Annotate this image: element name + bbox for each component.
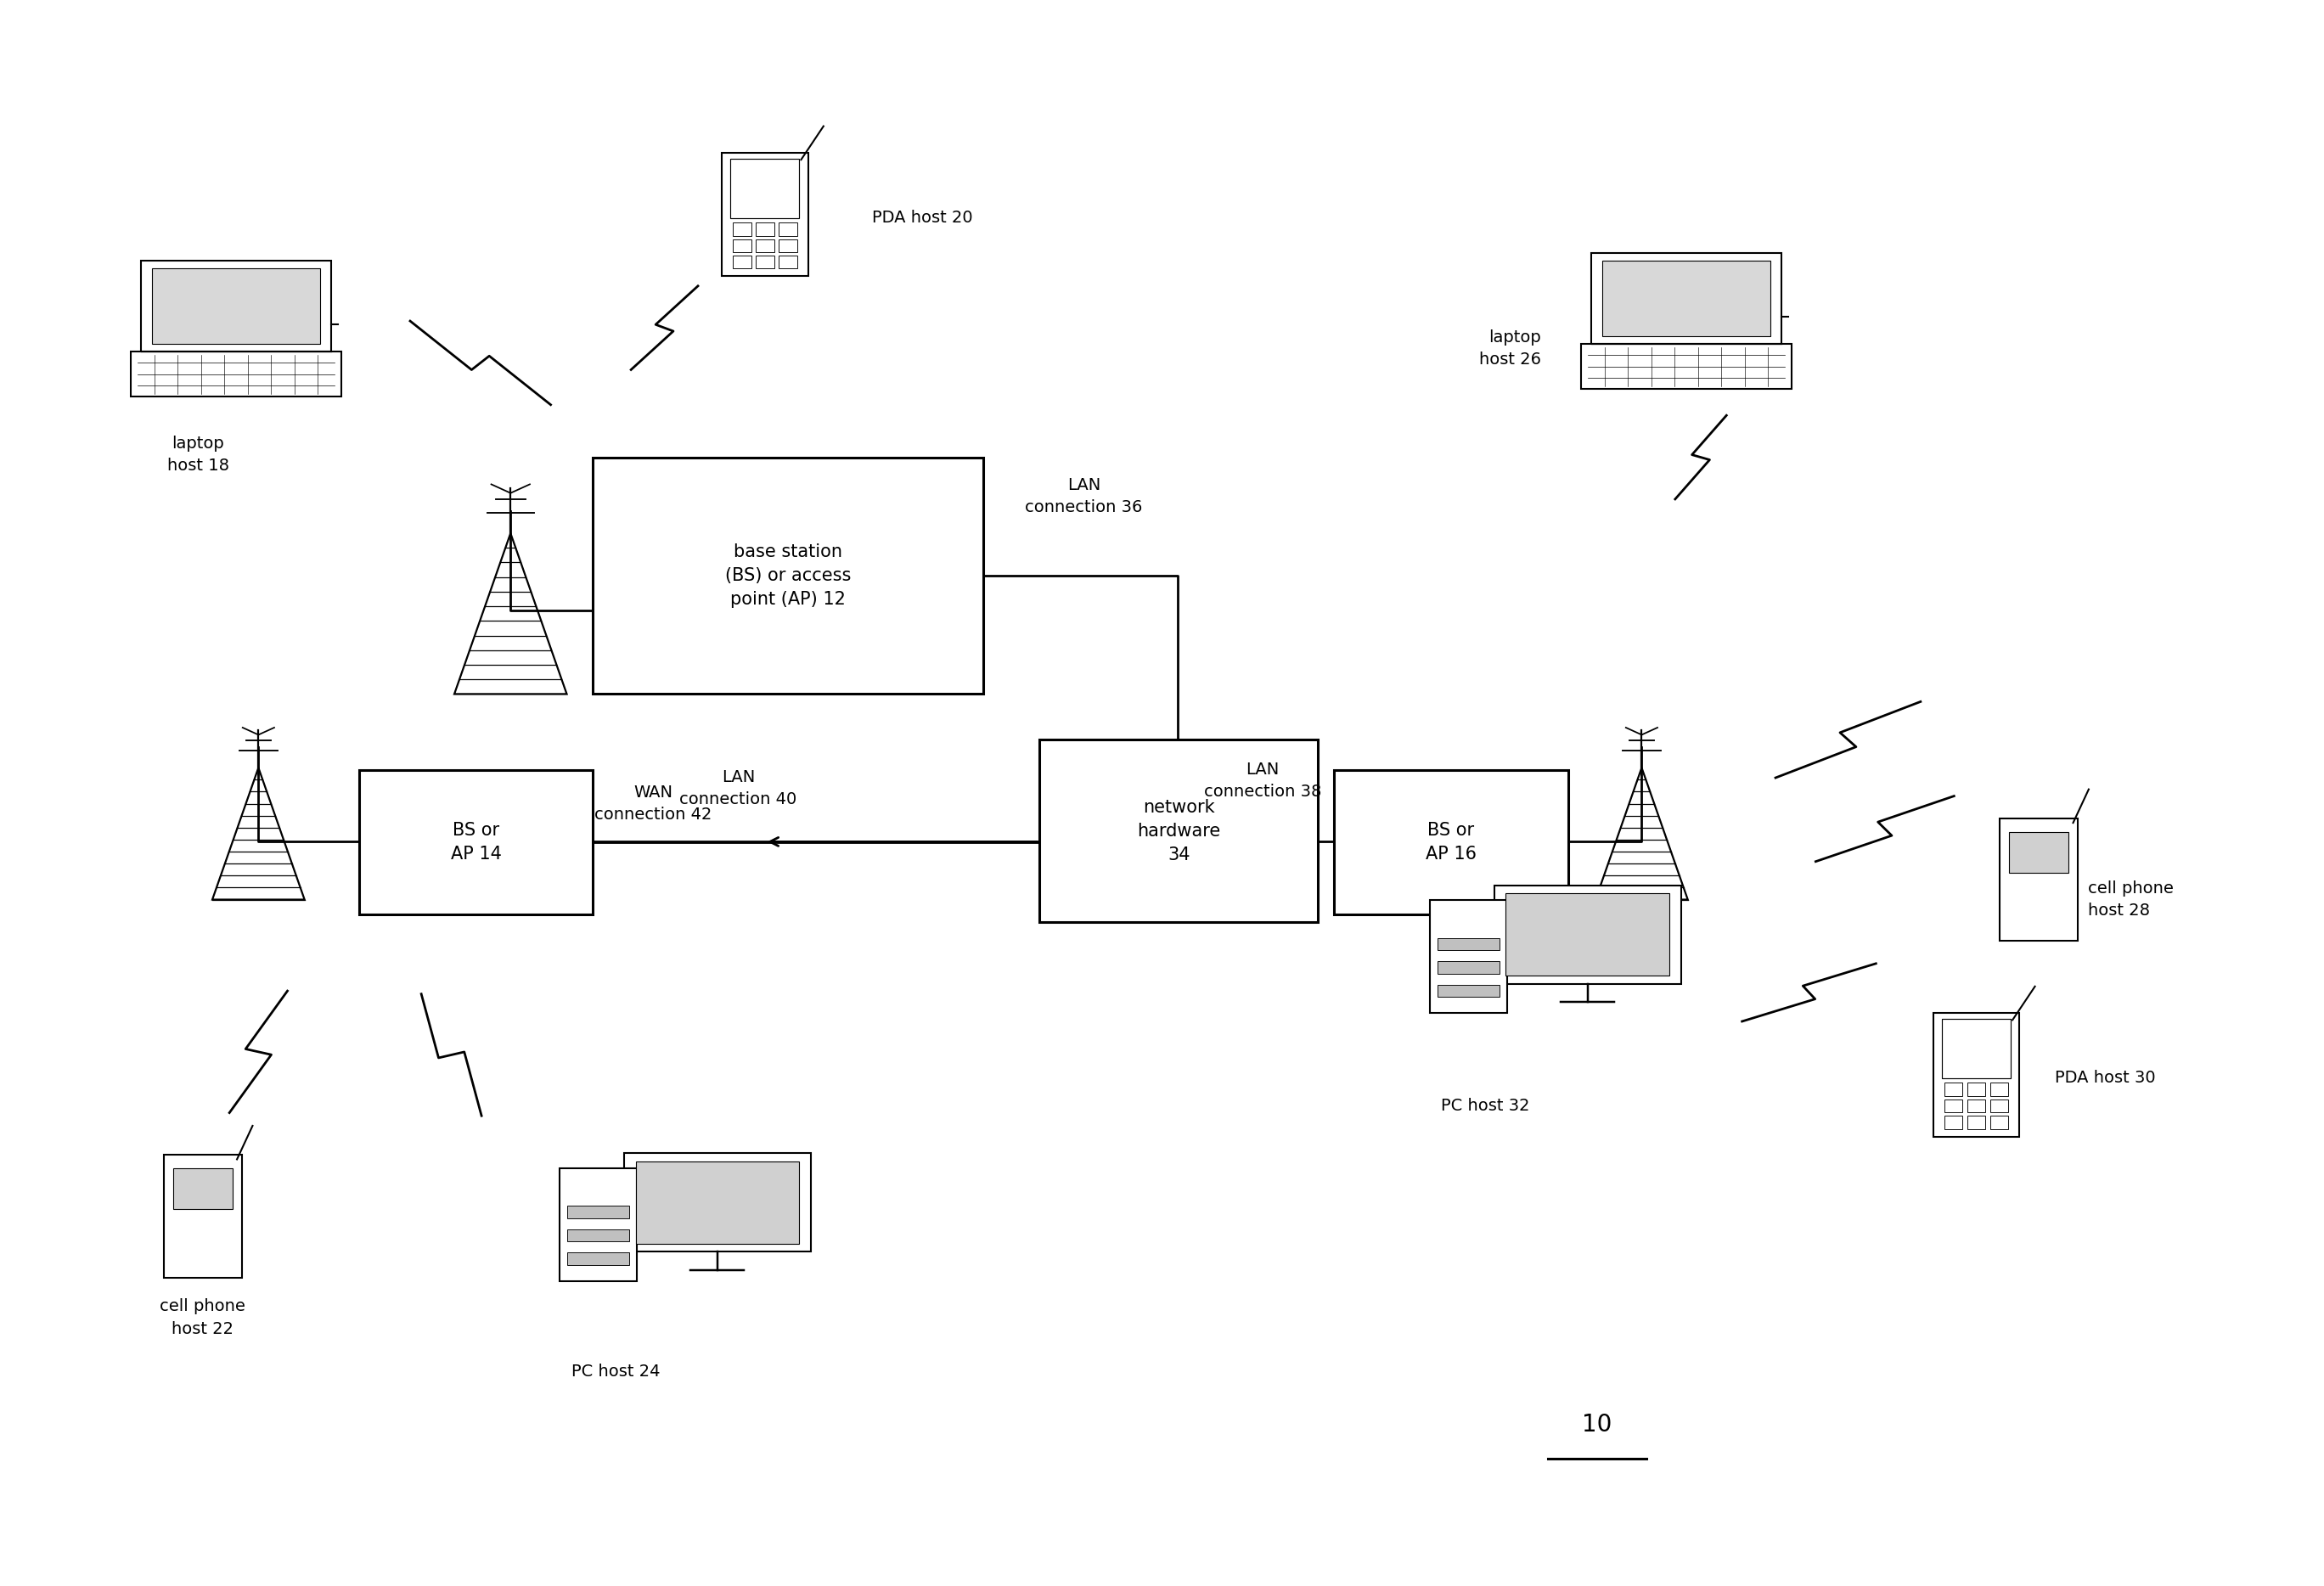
Bar (1439, 937, 1499, 950)
Bar (732, 239, 751, 252)
Bar (1989, 1099, 2008, 1112)
Bar (163, 1155, 242, 1277)
Text: BS or
AP 16: BS or AP 16 (1425, 822, 1476, 863)
Bar (1943, 1018, 2010, 1078)
Bar (1601, 260, 1771, 336)
Bar (1494, 885, 1680, 983)
Bar (755, 255, 774, 268)
Bar (779, 222, 797, 236)
Bar (1945, 1115, 1961, 1129)
Bar (1966, 1115, 1985, 1129)
Bar (1999, 818, 2078, 940)
Bar (560, 1167, 637, 1281)
Bar (755, 239, 774, 252)
Text: PDA host 30: PDA host 30 (2054, 1069, 2154, 1086)
Bar (732, 255, 751, 268)
Text: cell phone
host 22: cell phone host 22 (160, 1299, 246, 1337)
Bar (567, 1253, 630, 1266)
Bar (730, 159, 799, 217)
Bar (172, 1169, 232, 1209)
Bar (567, 1205, 630, 1218)
Bar (779, 255, 797, 268)
Bar (623, 1153, 811, 1251)
Text: LAN
connection 40: LAN connection 40 (679, 769, 797, 807)
Bar (1334, 771, 1569, 915)
Bar (1429, 899, 1506, 1013)
Text: laptop
host 26: laptop host 26 (1480, 330, 1541, 368)
Text: base station
(BS) or access
point (AP) 12: base station (BS) or access point (AP) 1… (725, 544, 851, 609)
Bar (151, 268, 321, 344)
Bar (1966, 1099, 1985, 1112)
Text: PDA host 20: PDA host 20 (872, 209, 974, 225)
Bar (1592, 252, 1783, 344)
Text: LAN
connection 36: LAN connection 36 (1025, 477, 1143, 515)
Bar (1934, 1013, 2020, 1137)
Bar (637, 1161, 799, 1243)
Bar (593, 458, 983, 695)
Bar (130, 352, 342, 396)
Bar (779, 239, 797, 252)
Text: WAN
connection 42: WAN connection 42 (595, 785, 711, 823)
Text: PC host 32: PC host 32 (1441, 1098, 1529, 1113)
Bar (2010, 833, 2068, 872)
Bar (1580, 344, 1792, 389)
Text: laptop
host 18: laptop host 18 (167, 435, 230, 474)
Bar (723, 152, 809, 276)
Bar (755, 222, 774, 236)
Bar (1989, 1083, 2008, 1096)
Bar (567, 1229, 630, 1242)
Bar (1039, 739, 1318, 923)
Bar (1966, 1083, 1985, 1096)
Bar (1439, 985, 1499, 998)
Text: 10: 10 (1583, 1413, 1613, 1437)
Bar (358, 771, 593, 915)
Bar (1506, 893, 1669, 975)
Text: network
hardware
34: network hardware 34 (1136, 799, 1220, 863)
Bar (1945, 1083, 1961, 1096)
Text: LAN
connection 38: LAN connection 38 (1204, 761, 1320, 799)
Bar (732, 222, 751, 236)
Bar (1945, 1099, 1961, 1112)
Bar (142, 260, 332, 352)
Text: PC host 24: PC host 24 (572, 1364, 660, 1380)
Bar (1989, 1115, 2008, 1129)
Text: cell phone
host 28: cell phone host 28 (2087, 880, 2173, 918)
Text: BS or
AP 14: BS or AP 14 (451, 822, 502, 863)
Bar (1439, 961, 1499, 974)
